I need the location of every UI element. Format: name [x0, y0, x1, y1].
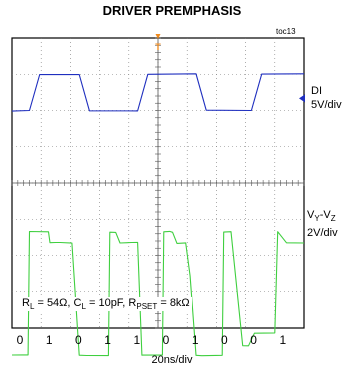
grid	[11, 37, 305, 329]
vyvz-scale: 2V/div	[307, 227, 338, 240]
bit-label: 1	[45, 333, 53, 347]
series-label-vyvz: VY-VZ 2V/div	[307, 208, 338, 240]
test-conditions: RL = 54Ω, CL = 10pF, RPSET = 8kΩ	[20, 297, 192, 312]
trace-vyvz	[11, 230, 305, 357]
bit-label: 0	[16, 333, 24, 347]
trigger-marker-group: T	[155, 34, 161, 52]
trace-di	[11, 73, 305, 112]
di-name: DI	[311, 85, 322, 97]
bit-label: 0	[250, 333, 257, 347]
trigger-arrow-icon	[155, 34, 161, 39]
bit-label: 0	[75, 333, 82, 347]
bit-label: 1	[133, 333, 141, 347]
di-scale: 5V/div	[311, 99, 342, 111]
bit-label: 0	[162, 333, 170, 347]
bit-label: 1	[104, 333, 111, 347]
trigger-marker-label: T	[155, 42, 161, 52]
figure-tag: toc13	[276, 27, 296, 36]
bit-label: 0	[221, 333, 228, 347]
series-label-di: DI 5V/div	[311, 84, 342, 112]
bit-label: 1	[191, 333, 199, 347]
traces	[11, 73, 305, 357]
bit-label: 1	[279, 333, 287, 347]
di-ref-arrow-icon	[299, 94, 305, 103]
x-axis-label: 20ns/div	[151, 354, 193, 366]
vyvz-name: VY-VZ	[307, 209, 336, 224]
chart-title: DRIVER PREMPHASIS	[102, 3, 242, 18]
